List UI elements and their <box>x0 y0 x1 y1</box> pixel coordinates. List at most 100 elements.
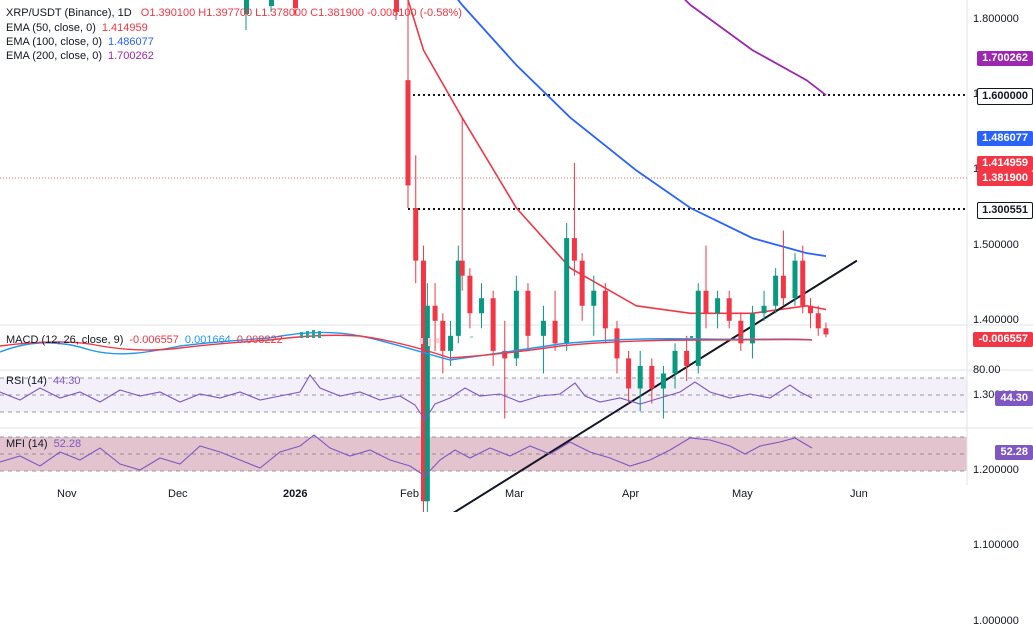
candle-body <box>405 80 411 186</box>
candle-body <box>424 305 430 502</box>
ema50-price-tag: 1.414959 <box>977 156 1033 171</box>
rsi-line <box>0 374 813 422</box>
macd-legend-label: MACD (12, 26, close, 9) <box>6 334 124 346</box>
price-axis-tick: 1.000000 <box>973 614 1019 627</box>
candle-body <box>540 320 546 336</box>
time-axis-tick: Dec <box>168 488 188 500</box>
candle-body <box>660 373 666 389</box>
ema200-legend-value: 1.700262 <box>108 50 154 62</box>
candle-body <box>432 305 438 321</box>
macd-value: 0.001664 <box>184 334 231 346</box>
candles <box>405 0 829 512</box>
candle-body <box>513 290 519 359</box>
time-axis-tick: Feb <box>400 488 419 500</box>
macd-signal-value: 0.008222 <box>236 334 283 346</box>
ema50-legend-value: 1.414959 <box>101 22 148 34</box>
candle-body <box>626 358 632 389</box>
mfi-legend-label: MFI (14) <box>6 438 48 450</box>
time-axis-tick: 2026 <box>283 488 308 500</box>
time-axis-tick: Nov <box>57 488 77 500</box>
rsi-legend[interactable]: RSI (14) 44.30 <box>6 374 81 388</box>
ema200-legend-label: EMA (200, close, 0) <box>6 50 102 62</box>
ema100-legend-label: EMA (100, close, 0) <box>6 36 102 48</box>
candle-body <box>467 275 473 314</box>
time-axis-tick: Mar <box>505 488 524 500</box>
candle-body <box>602 290 608 329</box>
candle-body <box>649 365 655 389</box>
candle-body <box>459 260 465 276</box>
candle-body <box>684 350 690 366</box>
macd-histogram <box>300 330 743 346</box>
candle-body <box>695 290 701 366</box>
candle-body <box>525 290 531 336</box>
candle-body <box>552 320 558 344</box>
candle-body <box>420 260 426 502</box>
price-axis-tick: 1.100000 <box>973 539 1019 552</box>
ohlc-values: O1.390100 H1.397700 L1.378000 C1.381900 … <box>140 7 462 19</box>
candle-body <box>800 260 806 306</box>
price-axis-tick: 1.500000 <box>973 238 1019 251</box>
candle-body <box>448 335 454 351</box>
candle-body <box>738 320 744 344</box>
candle-body <box>413 208 419 261</box>
candle-body <box>815 313 821 329</box>
ema100-legend[interactable]: EMA (100, close, 0) 1.486077 <box>6 35 154 49</box>
mfi-price-tag: 52.28 <box>995 445 1033 460</box>
mfi-line <box>0 434 813 477</box>
candle-body <box>614 328 620 359</box>
macd-legend[interactable]: MACD (12, 26, close, 9) -0.006557 0.001664… <box>6 333 283 347</box>
candle-body <box>490 298 496 351</box>
candle-body <box>502 350 508 359</box>
candle-body <box>579 260 585 306</box>
candle-body <box>792 260 798 299</box>
macd-price-tag: -0.006557 <box>973 332 1033 347</box>
candle-body <box>672 350 678 374</box>
candle-body <box>823 328 829 335</box>
mfi-legend-value: 52.28 <box>53 438 82 450</box>
ema200-line <box>684 0 827 96</box>
candle-body <box>807 305 813 314</box>
ema100-legend-value: 1.486077 <box>108 36 154 48</box>
ascending-trendline[interactable] <box>412 259 858 512</box>
candle-body <box>479 298 485 314</box>
macd-signal-line <box>0 334 813 359</box>
candle-body <box>571 238 577 261</box>
symbol-legend: XRP/USDT (Binance), 1D O1.390100 H1.3977… <box>6 6 462 20</box>
candle-body <box>780 275 786 299</box>
ema200-legend[interactable]: EMA (200, close, 0) 1.700262 <box>6 49 154 63</box>
rsi-legend-value: 44.30 <box>52 375 81 387</box>
ema100-line <box>457 0 827 257</box>
candle-body <box>455 260 461 336</box>
candle-body <box>726 298 732 321</box>
rsi-axis-level: 80.00 <box>973 364 1001 376</box>
early-candles <box>244 0 399 30</box>
candle-body <box>440 320 446 351</box>
level-bottom-price-tag: 1.300551 <box>977 202 1033 219</box>
candle-body <box>773 275 779 306</box>
candle-body <box>715 298 721 314</box>
ema50-legend-label: EMA (50, close, 0) <box>6 22 96 34</box>
candle-body <box>761 305 767 314</box>
candle-body <box>637 365 643 389</box>
candle-body <box>749 313 755 344</box>
price-axis-tick: 1.200000 <box>973 464 1019 477</box>
mfi-legend[interactable]: MFI (14) 52.28 <box>6 437 81 451</box>
time-axis-tick: Apr <box>622 488 640 500</box>
last-price-tag: 1.381900 <box>977 171 1033 186</box>
macd-hist-value: -0.006557 <box>129 334 179 346</box>
time-axis-tick: Jun <box>850 488 868 500</box>
price-axis-tick: 1.400000 <box>973 313 1019 326</box>
candle-body <box>564 238 570 344</box>
rsi-price-tag: 44.30 <box>995 391 1033 406</box>
level-top-price-tag: 1.600000 <box>977 88 1033 105</box>
symbol-title[interactable]: XRP/USDT (Binance), 1D <box>6 7 132 19</box>
ema100-price-tag: 1.486077 <box>977 131 1033 146</box>
time-axis-tick: May <box>732 488 753 500</box>
candle-body <box>703 290 709 314</box>
price-chart[interactable] <box>0 0 1033 512</box>
price-axis-tick: 1.800000 <box>973 13 1019 25</box>
ema200-price-tag: 1.700262 <box>977 51 1033 66</box>
ema50-legend[interactable]: EMA (50, close, 0) 1.414959 <box>6 21 148 35</box>
rsi-legend-label: RSI (14) <box>6 375 47 387</box>
candle-body <box>591 290 597 306</box>
